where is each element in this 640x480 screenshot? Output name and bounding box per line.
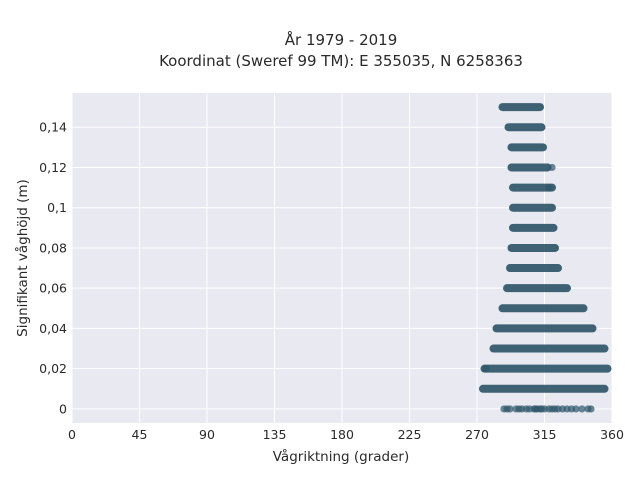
y-tick-label: 0 xyxy=(59,401,67,416)
y-axis-ticks: 0 0,02 0,04 0,06 0,08 0,1 0,12 0,14 xyxy=(39,120,67,417)
x-tick-label: 225 xyxy=(398,427,422,442)
x-tick-label: 135 xyxy=(263,427,287,442)
x-tick-label: 270 xyxy=(465,427,489,442)
y-tick-label: 0,14 xyxy=(39,120,67,135)
y-tick-label: 0,08 xyxy=(39,240,67,255)
data-point xyxy=(506,405,514,413)
x-tick-label: 315 xyxy=(533,427,557,442)
x-tick-label: 180 xyxy=(330,427,354,442)
x-tick-label: 45 xyxy=(132,427,148,442)
data-point xyxy=(482,365,490,373)
chart-title-line-2: Koordinat (Sweref 99 TM): E 355035, N 62… xyxy=(159,52,523,70)
y-axis-label: Signifikant våghöjd (m) xyxy=(14,179,31,337)
y-tick-label: 0,1 xyxy=(47,200,67,215)
data-point xyxy=(578,405,586,413)
x-axis-label: Vågriktning (grader) xyxy=(273,448,410,465)
data-point xyxy=(572,405,580,413)
x-axis-ticks: 0 45 90 135 180 225 270 315 360 xyxy=(68,427,624,442)
x-tick-label: 90 xyxy=(199,427,215,442)
y-tick-label: 0,06 xyxy=(39,281,67,296)
data-point xyxy=(545,183,553,192)
x-tick-label: 0 xyxy=(68,427,76,442)
y-tick-label: 0,12 xyxy=(39,160,67,175)
y-tick-label: 0,04 xyxy=(39,321,67,336)
data-point xyxy=(548,163,556,172)
chart-title-line-1: År 1979 - 2019 xyxy=(285,30,398,49)
y-tick-label: 0,02 xyxy=(39,361,67,376)
data-points xyxy=(479,103,612,413)
data-point xyxy=(587,405,595,413)
x-tick-label: 360 xyxy=(600,427,624,442)
